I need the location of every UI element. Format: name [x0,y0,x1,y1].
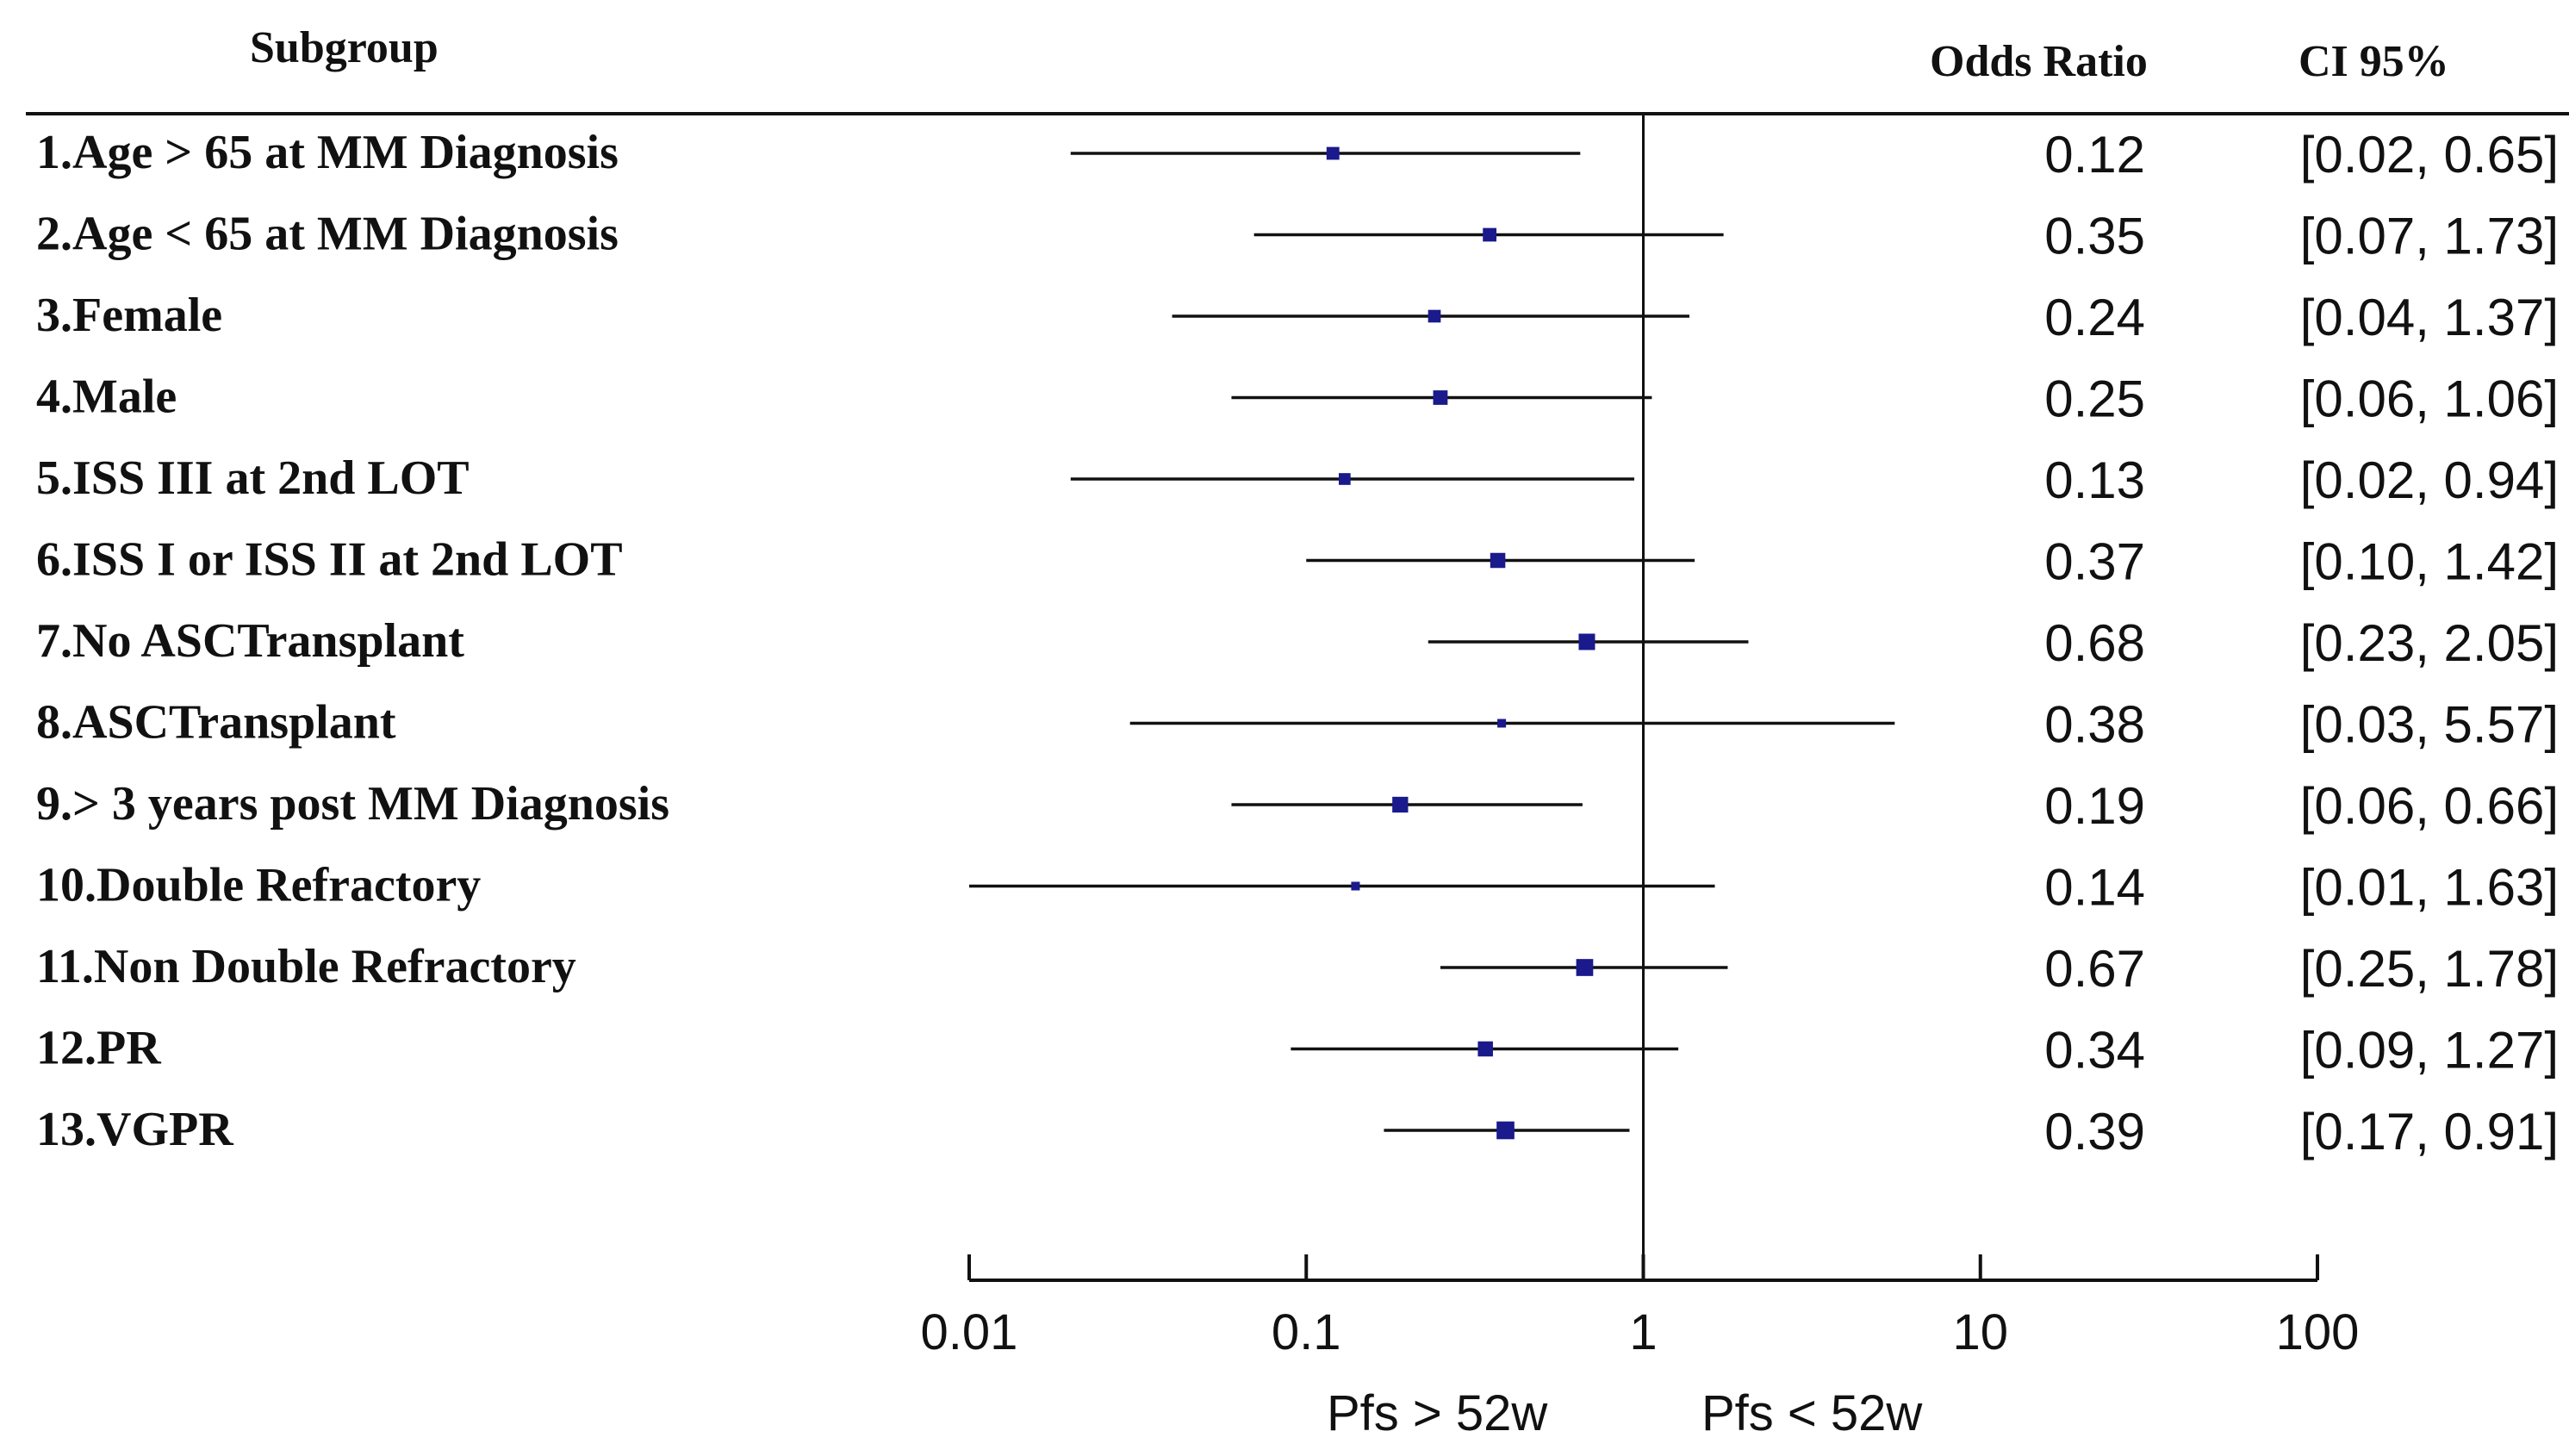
or-marker [1428,309,1441,323]
ci-value: [0.02, 0.94] [2300,451,2559,509]
row-label: 4.Male [36,370,177,424]
row-label: 1.Age > 65 at MM Diagnosis [36,126,619,179]
forest-row: 8.ASCTransplant 0.38 [0.03, 5.57] [36,696,2559,754]
ci-value: [0.23, 2.05] [2300,614,2559,672]
or-marker [1496,1121,1515,1140]
x-axis: 0.01 0.1 1 10 100 [921,1254,2360,1360]
ci-value: [0.06, 1.06] [2300,370,2559,428]
row-label: 8.ASCTransplant [36,696,396,750]
or-marker [1490,552,1506,569]
ci-value: [0.09, 1.27] [2300,1022,2559,1080]
x-tick-label: 10 [1952,1304,2008,1360]
forest-row: 3.Female 0.24 [0.04, 1.37] [36,289,2559,346]
ci-value: [0.17, 0.91] [2300,1103,2559,1160]
ci-value: [0.25, 1.78] [2300,940,2559,998]
odds-ratio-value: 0.35 [2044,208,2145,265]
forest-row: 9.> 3 years post MM Diagnosis 0.19 [0.06, … [36,777,2559,835]
forest-row: 10.Double Refractory 0.14 [0.01, 1.63] [36,859,2559,917]
or-marker [1497,719,1507,728]
direction-label-right: Pfs < 52w [1701,1385,1923,1441]
odds-ratio-value: 0.67 [2044,940,2145,998]
ci-value: [0.04, 1.37] [2300,289,2559,346]
x-tick-label: 0.01 [921,1304,1018,1360]
x-tick-label: 1 [1629,1304,1657,1360]
ci-value: [0.03, 5.57] [2300,696,2559,754]
subgroup-header: Subgroup [250,23,439,72]
odds-ratio-value: 0.37 [2044,533,2145,591]
x-tick-label: 100 [2276,1304,2360,1360]
forest-row: 7.No ASCTransplant 0.68 [0.23, 2.05] [36,614,2559,672]
ci-value: [0.07, 1.73] [2300,208,2559,265]
direction-label-left: Pfs > 52w [1327,1385,1548,1441]
or-marker [1392,796,1409,813]
forest-row: 2.Age < 65 at MM Diagnosis 0.35 [0.07, 1.7… [36,208,2559,265]
odds-ratio-value: 0.19 [2044,777,2145,835]
ci-value: [0.06, 0.66] [2300,777,2559,835]
or-marker [1326,146,1340,160]
row-label: 7.No ASCTransplant [36,614,464,668]
ci-value: [0.01, 1.63] [2300,859,2559,917]
forest-rows: 1.Age > 65 at MM Diagnosis 0.12 [0.02, 0.6… [36,126,2559,1160]
row-label: 5.ISS III at 2nd LOT [36,451,470,505]
ci-value: [0.02, 0.65] [2300,126,2559,184]
ci-header: CI 95% [2298,37,2449,86]
odds-ratio-value: 0.13 [2044,451,2145,509]
or-marker [1477,1041,1493,1057]
row-label: 10.Double Refractory [36,859,481,912]
or-marker [1578,633,1596,650]
or-marker [1483,227,1496,242]
row-label: 3.Female [36,289,222,342]
odds-ratio-value: 0.39 [2044,1103,2145,1160]
odds-ratio-value: 0.68 [2044,614,2145,672]
row-label: 6.ISS I or ISS II at 2nd LOT [36,533,623,587]
or-marker [1351,881,1360,891]
odds-ratio-value: 0.12 [2044,126,2145,184]
row-label: 2.Age < 65 at MM Diagnosis [36,208,619,261]
odds-ratio-value: 0.34 [2044,1022,2145,1080]
forest-row: 6.ISS I or ISS II at 2nd LOT 0.37 [0.10, 1… [36,533,2559,591]
forest-row: 13.VGPR 0.39 [0.17, 0.91] [36,1103,2559,1160]
odds-ratio-value: 0.25 [2044,370,2145,428]
or-marker [1433,390,1448,405]
forest-row: 11.Non Double Refractory 0.67 [0.25, 1.78] [36,940,2559,998]
row-label: 12.PR [36,1022,161,1075]
forest-row: 1.Age > 65 at MM Diagnosis 0.12 [0.02, 0.6… [36,126,2559,184]
odds-ratio-value: 0.38 [2044,696,2145,754]
or-marker [1576,959,1594,976]
odds-ratio-value: 0.14 [2044,859,2145,917]
odds-ratio-value: 0.24 [2044,289,2145,346]
row-label: 13.VGPR [36,1103,233,1156]
odds-ratio-header: Odds Ratio [1930,37,2148,86]
x-tick-label: 0.1 [1272,1304,1341,1360]
ci-value: [0.10, 1.42] [2300,533,2559,591]
forest-row: 5.ISS III at 2nd LOT 0.13 [0.02, 0.94] [36,451,2559,509]
forest-row: 4.Male 0.25 [0.06, 1.06] [36,370,2559,428]
row-label: 9.> 3 years post MM Diagnosis [36,777,669,831]
or-marker [1338,473,1351,485]
forest-row: 12.PR 0.34 [0.09, 1.27] [36,1022,2559,1080]
row-label: 11.Non Double Refractory [36,940,576,993]
